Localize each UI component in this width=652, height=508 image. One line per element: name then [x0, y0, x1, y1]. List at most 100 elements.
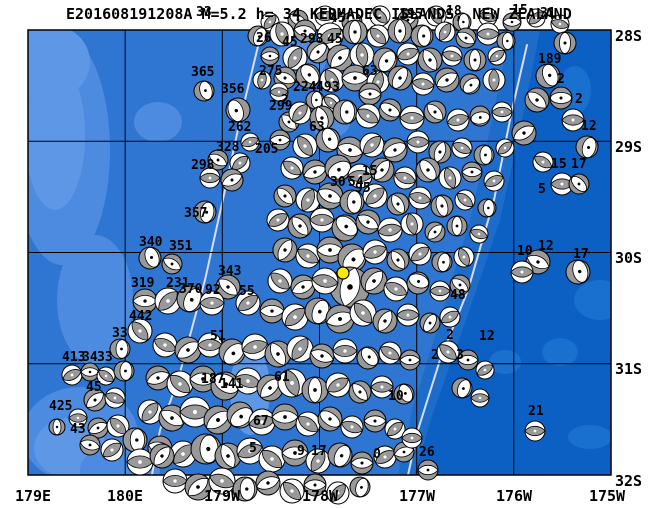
depth-label: 17 [571, 157, 587, 172]
focal-mechanism-beachball [309, 105, 335, 131]
focal-mechanism-beachball [568, 173, 590, 195]
focal-mechanism-beachball [271, 403, 299, 431]
latitude-tick-label: 28S [615, 27, 642, 45]
depth-label: 45 [282, 35, 298, 50]
focal-mechanism-beachball [384, 418, 406, 440]
depth-label: 45 [330, 11, 346, 26]
focal-mechanism-beachball [272, 237, 298, 263]
focal-mechanism-beachball [68, 408, 88, 428]
focal-mechanism-beachball [269, 82, 289, 102]
depth-label: 493 [316, 80, 339, 95]
focal-mechanism-beachball [469, 224, 489, 244]
focal-mechanism-beachball [236, 437, 264, 465]
focal-mechanism-beachball [281, 439, 309, 467]
focal-mechanism-beachball [176, 285, 204, 313]
focal-mechanism-beachball [475, 360, 495, 380]
depth-label: 45 [86, 380, 102, 395]
depth-label: 195 [399, 7, 422, 22]
depth-label: 51 [210, 329, 226, 344]
focal-mechanism-beachball [326, 481, 350, 505]
depth-label: 224 [293, 80, 317, 95]
focal-mechanism-beachball [341, 64, 369, 92]
depth-label: 2 [281, 93, 289, 108]
focal-mechanism-beachball [152, 332, 178, 358]
focal-mechanism-beachball [434, 21, 456, 43]
focal-mechanism-beachball [502, 12, 522, 32]
depth-label: 63 [362, 64, 378, 79]
depth-label: 0 [373, 447, 381, 462]
focal-mechanism-beachball [273, 184, 297, 208]
focal-mechanism-beachball [295, 243, 321, 269]
focal-mechanism-beachball [410, 24, 434, 48]
focal-mechanism-beachball [240, 132, 260, 152]
depth-label: 3 [456, 348, 464, 363]
focal-mechanism-beachball [193, 200, 217, 224]
focal-mechanism-beachball [149, 443, 175, 469]
focal-mechanism-beachball [126, 448, 154, 476]
depth-label: 17 [311, 444, 327, 459]
depth-label: 231 [166, 276, 190, 291]
focal-mechanism-beachball [382, 137, 408, 163]
focal-mechanism-beachball [378, 98, 402, 122]
depth-label: 26 [419, 445, 435, 460]
focal-mechanism-beachball [366, 24, 390, 48]
focal-mechanism-beachball [199, 290, 225, 316]
focal-mechanism-beachball [79, 434, 101, 456]
focal-mechanism-beachball [319, 67, 345, 93]
focal-mechanism-beachball [248, 408, 276, 436]
depth-label: 10 [388, 389, 404, 404]
depth-label: 9 [297, 444, 305, 459]
depth-label: 370 [179, 282, 203, 297]
shallow-bathymetry-patch [134, 102, 182, 142]
depth-label: 12 [538, 239, 554, 254]
focal-mechanism-beachball [174, 336, 202, 364]
focal-mechanism-beachball [287, 213, 313, 239]
focal-mechanism-beachball [210, 371, 240, 401]
focal-mechanism-beachball [373, 445, 397, 469]
shallow-bathymetry-patch [57, 235, 133, 365]
depth-label: 48 [450, 288, 466, 303]
focal-mechanism-beachball [349, 299, 377, 327]
focal-mechanism-beachball [496, 31, 516, 51]
depth-label: 356 [221, 82, 245, 97]
focal-mechanism-beachball [463, 48, 487, 72]
focal-mechanism-beachball [406, 130, 430, 154]
focal-mechanism-beachball [87, 417, 109, 439]
focal-mechanism-beachball [302, 159, 328, 185]
focal-mechanism-beachball [324, 154, 352, 182]
focal-mechanism-beachball [477, 198, 497, 218]
focal-mechanism-beachball [446, 108, 470, 132]
depth-label: 21 [528, 404, 544, 419]
focal-mechanism-beachball [138, 246, 162, 270]
depth-label: 442 [129, 309, 152, 324]
focal-mechanism-beachball [203, 405, 233, 435]
depth-label: 2 [557, 72, 565, 87]
focal-mechanism-beachball [399, 349, 421, 371]
focal-mechanism-beachball [169, 440, 197, 468]
depth-label: 319 [131, 276, 154, 291]
focal-mechanism-beachball [358, 82, 382, 106]
depth-label: 17 [573, 247, 589, 262]
focal-mechanism-beachball [417, 459, 439, 481]
focal-mechanism-beachball [226, 401, 254, 429]
depth-label: 45 [327, 32, 343, 47]
depth-label: 26 [256, 31, 272, 46]
focal-mechanism-beachball [304, 297, 332, 325]
focal-mechanism-beachball [383, 276, 409, 302]
focal-mechanism-beachball [470, 388, 490, 408]
depth-label: 275 [259, 64, 282, 79]
focal-mechanism-beachball [415, 157, 441, 183]
focal-mechanism-beachball [524, 87, 550, 113]
focal-mechanism-beachball [290, 274, 316, 300]
plot-title: E201608191208A M=5.2 h= 34 KERMADEC ISLA… [66, 5, 572, 23]
focal-mechanism-beachball [162, 468, 188, 494]
focal-mechanism-beachball [264, 340, 292, 368]
depth-label: 95 [355, 181, 371, 196]
focal-mechanism-beachball [311, 267, 339, 295]
focal-mechanism-beachball [225, 97, 251, 123]
depth-label: 31 [540, 6, 556, 21]
focal-mechanism-beachball [360, 267, 388, 295]
focal-mechanism-beachball [317, 406, 343, 432]
focal-mechanism-beachball [453, 246, 475, 268]
depth-label: 328 [216, 140, 240, 155]
